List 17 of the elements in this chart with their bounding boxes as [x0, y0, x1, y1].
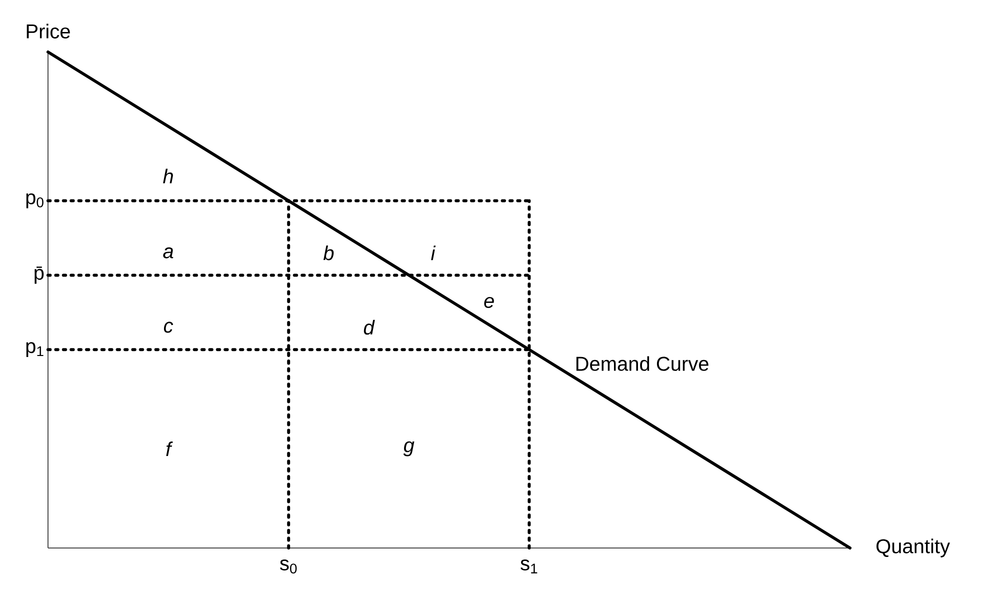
annotation: g: [403, 441, 414, 456]
x-tick-label: s$_{0}$: [280, 560, 297, 574]
annotation: d: [364, 320, 375, 335]
y-axis-title: Price: [26, 24, 70, 38]
annotation: h: [163, 168, 173, 184]
x-tick-label: s$_{1}$: [520, 560, 538, 574]
ref-line-label: p̄: [34, 266, 44, 284]
x-axis-title: Quantity: [876, 538, 950, 558]
ref-line-label: p$_{0}$: [26, 193, 44, 208]
annotation: e: [484, 296, 494, 308]
annotation: b: [323, 246, 334, 260]
annotation: c: [164, 322, 174, 333]
series-label: Demand Curve: [576, 356, 708, 371]
annotation: a: [163, 247, 174, 258]
annotation: i: [431, 246, 436, 260]
annotation: f: [166, 442, 173, 456]
ref-line-label: p$_{1}$: [26, 342, 44, 358]
